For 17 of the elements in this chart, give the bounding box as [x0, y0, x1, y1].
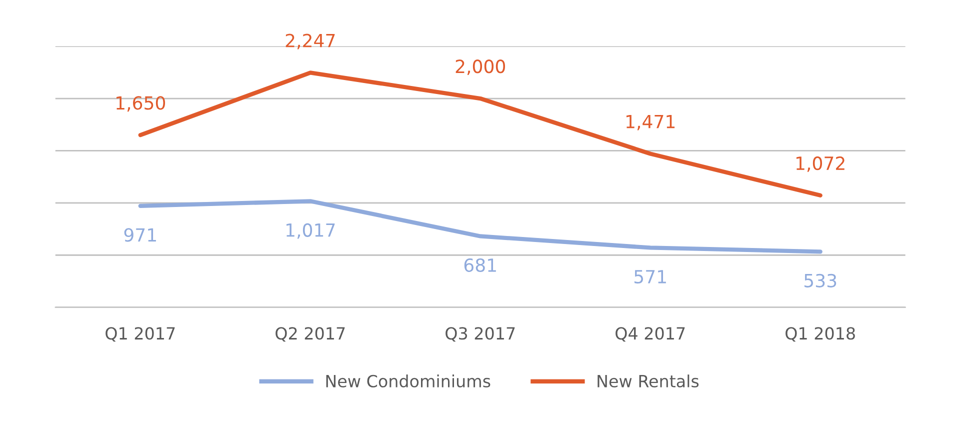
data-label: 533	[804, 274, 836, 288]
legend-label: New Rentals	[598, 374, 699, 388]
x-tick-label: Q1 2017	[106, 327, 175, 342]
x-tick-label: Q4 2017	[616, 327, 685, 342]
data-label: 2,000	[456, 60, 506, 76]
x-tick-label: Q3 2017	[446, 327, 515, 342]
data-label: 1,072	[796, 156, 844, 172]
data-label: 1,017	[286, 223, 335, 239]
legend-label: New Condominiums	[326, 374, 490, 388]
data-label: 2,247	[286, 34, 335, 50]
x-tick-label: Q1 2018	[786, 327, 855, 342]
data-label: 681	[464, 258, 496, 272]
data-label: 571	[634, 270, 666, 284]
data-label: 1,650	[116, 96, 166, 112]
x-tick-label: Q2 2017	[276, 327, 345, 342]
data-label: 971	[124, 228, 156, 242]
data-label: 1,471	[626, 115, 675, 130]
